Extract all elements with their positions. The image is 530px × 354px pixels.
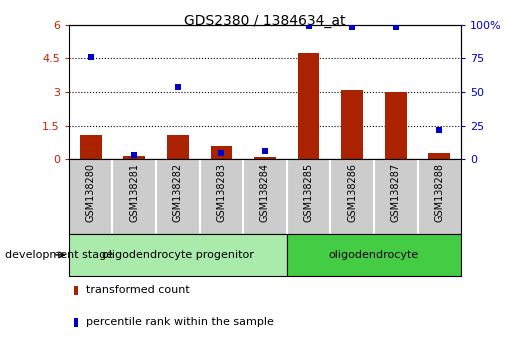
Text: GSM138280: GSM138280 [86,163,96,222]
Bar [167,135,189,159]
Text: percentile rank within the sample: percentile rank within the sample [86,317,274,327]
Point [217,150,226,155]
Text: GDS2380 / 1384634_at: GDS2380 / 1384634_at [184,14,346,28]
Bar [210,146,232,159]
Text: GSM138285: GSM138285 [304,163,314,222]
Point [392,25,400,30]
Point [304,23,313,29]
Text: oligodendrocyte progenitor: oligodendrocyte progenitor [102,250,254,260]
Text: transformed count: transformed count [86,285,190,295]
Bar [287,234,461,276]
Bar [69,234,287,276]
Text: GSM138287: GSM138287 [391,163,401,222]
Text: GSM138284: GSM138284 [260,163,270,222]
Text: GSM138286: GSM138286 [347,163,357,222]
Point [130,153,138,158]
Bar [428,153,450,159]
Point [86,54,95,60]
Text: GSM138282: GSM138282 [173,163,183,222]
Text: oligodendrocyte: oligodendrocyte [329,250,419,260]
Point [174,84,182,90]
Text: GSM138288: GSM138288 [434,163,444,222]
Point [261,148,269,154]
Text: GSM138281: GSM138281 [129,163,139,222]
Bar [341,90,363,159]
Text: development stage: development stage [5,250,113,260]
Text: GSM138283: GSM138283 [216,163,226,222]
Point [348,25,356,30]
Bar [385,92,407,159]
Bar [254,156,276,159]
Bar [80,135,102,159]
Bar [298,53,320,159]
Point [435,127,444,132]
Bar [123,156,145,159]
